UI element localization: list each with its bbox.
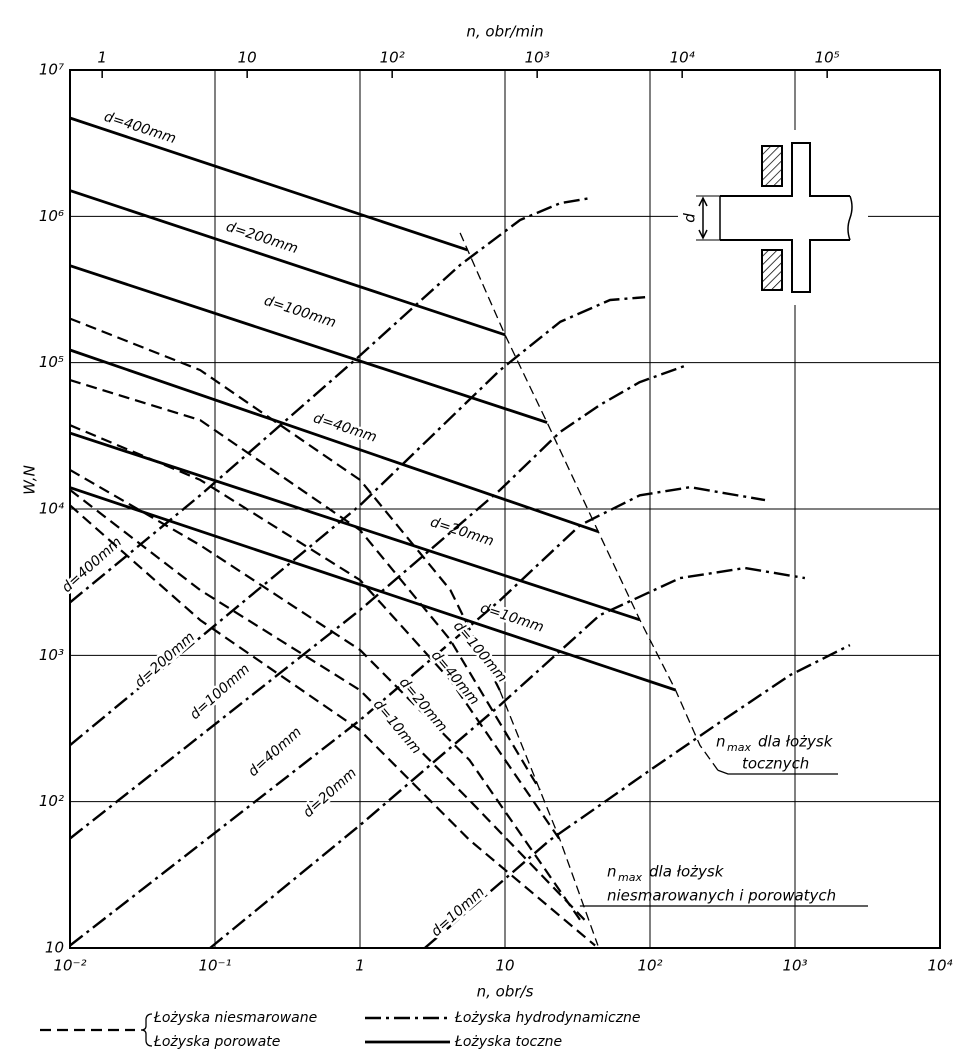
solid-curve (69, 189, 506, 337)
dimension-arrows (698, 196, 708, 240)
curve-label: d=20mm (428, 514, 495, 550)
bearing-shell (761, 249, 783, 291)
x-tick-label: 10 (495, 957, 514, 975)
annotation-text: niesmarowanych i porowatych (607, 887, 836, 905)
dashdot-curve (69, 296, 646, 747)
x-tick-label: 10⁴ (927, 957, 952, 975)
inset-sketch: d (678, 130, 868, 305)
curve-label: d=20mm (300, 765, 360, 821)
solid-curve (69, 348, 599, 534)
dashdot-curve (69, 197, 591, 604)
inset-label: d (681, 213, 699, 223)
y-tick-label: 10³ (39, 646, 64, 664)
legend: Łożyska niesmarowane Łożyska porowate Łoży… (40, 1010, 641, 1050)
annotation-symbol: n (716, 733, 726, 751)
x2-tick-label: 10⁴ (670, 49, 695, 67)
y-tick-label: 10 (45, 939, 64, 957)
legend-label: Łożyska toczne (454, 1034, 562, 1050)
solid-curve (69, 486, 676, 692)
bearing-shell (761, 145, 783, 187)
shaft-ends (719, 195, 853, 241)
annotation-text: tocznych (742, 755, 809, 773)
x-tick-label: 1 (355, 957, 365, 975)
dashed-curve (69, 489, 586, 921)
y-tick-label: 10⁷ (39, 61, 64, 79)
boundary-curve (499, 689, 599, 946)
x-tick-label: 10³ (782, 957, 807, 975)
annotation-subscript: max (618, 871, 642, 884)
y-axis-title: W,N (21, 465, 39, 495)
legend-brace (140, 1013, 153, 1047)
legend-label: Łożyska niesmarowane (153, 1010, 317, 1026)
x2-tick-label: 10² (380, 49, 405, 67)
x2-tick-label: 10⁵ (815, 49, 840, 67)
annotation-symbol: n (607, 863, 617, 881)
curve-label: d=10mm (478, 600, 545, 636)
y-tick-label: 10² (39, 792, 64, 810)
dashdot-curve (69, 486, 766, 947)
curve-label: d=40mm (245, 724, 305, 780)
x2-axis-title: n, obr/min (466, 23, 543, 41)
annotation-subscript: max (727, 741, 751, 754)
y-tick-label: 10⁵ (39, 353, 64, 371)
curve-label: d=100mm (187, 661, 253, 723)
x-tick-label: 10² (637, 957, 662, 975)
dashed-curve (69, 379, 541, 791)
x-tick-label: 10⁻² (53, 957, 86, 975)
curve-label: d=100mm (262, 293, 338, 331)
y-tick-label: 10⁴ (39, 500, 64, 518)
shaft-outline (720, 142, 850, 293)
x2-tick-label: 1 (97, 49, 107, 67)
legend-label: Łożyska hydrodynamiczne (454, 1010, 641, 1026)
legend-label: Łożyska porowate (153, 1034, 280, 1050)
solid-curve (69, 264, 548, 424)
solid-curve (69, 116, 468, 252)
dashed-curve (69, 317, 501, 691)
x-tick-label: 10⁻¹ (198, 957, 231, 975)
annotation-text: dla łożysk (758, 733, 834, 751)
x2-tick-label: 10³ (525, 49, 550, 67)
dashed-curve (69, 468, 582, 921)
curve-label: d=40mm (311, 410, 378, 446)
curve-label: d=10mm (428, 884, 488, 940)
dashed-curve (69, 424, 562, 841)
plot-frame (69, 69, 941, 949)
annotation-text: dla łożysk (649, 863, 725, 881)
boundary-curve (459, 232, 719, 771)
curve-label: d=200mm (224, 219, 300, 257)
x2-tick-label: 10 (238, 49, 257, 67)
dashdot-curve (424, 644, 851, 949)
annotation-leader (717, 769, 838, 775)
dashed-curve (69, 504, 596, 947)
x-axis-title: n, obr/s (477, 983, 534, 1001)
dashdot-curve (69, 364, 686, 840)
curve-label: d=200mm (132, 629, 198, 691)
y-tick-label: 10⁶ (39, 207, 64, 225)
